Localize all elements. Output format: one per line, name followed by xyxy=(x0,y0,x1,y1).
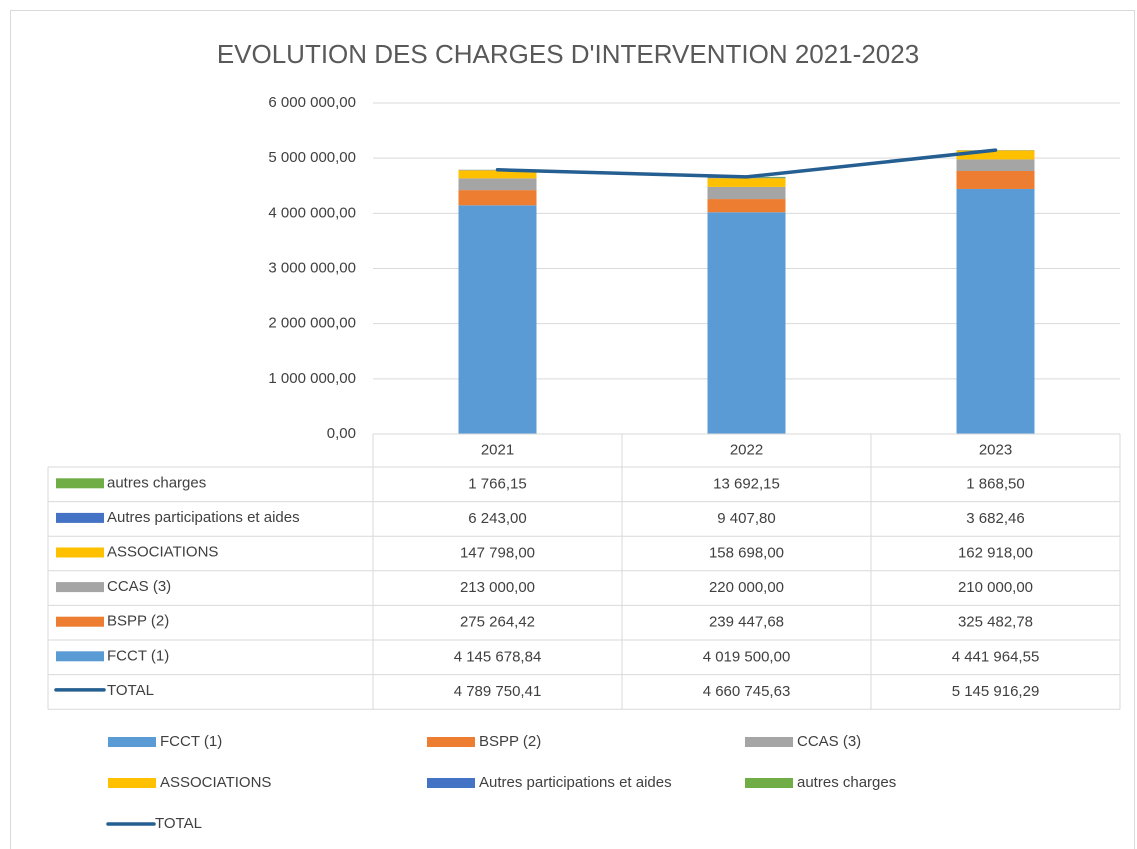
table-cell: 4 789 750,41 xyxy=(454,683,542,700)
table-key xyxy=(56,512,104,523)
table-key xyxy=(56,582,104,593)
table-cell: 239 447,68 xyxy=(709,614,784,631)
table-key xyxy=(56,478,104,489)
table-row-label: FCCT (1) xyxy=(107,647,169,664)
table-cell: 147 798,00 xyxy=(460,544,535,561)
legend-key xyxy=(427,737,475,747)
bar-segment xyxy=(707,178,786,187)
y-tick-label: 0,00 xyxy=(327,425,356,442)
bar-segment xyxy=(956,170,1035,189)
table-cell: 275 264,42 xyxy=(460,614,535,631)
legend-label: CCAS (3) xyxy=(797,733,861,750)
y-tick-label: 1 000 000,00 xyxy=(268,370,356,387)
legend-label: Autres participations et aides xyxy=(479,774,672,791)
table-cell: 4 145 678,84 xyxy=(454,648,542,665)
y-tick-label: 2 000 000,00 xyxy=(268,315,356,332)
legend-label: BSPP (2) xyxy=(479,733,541,750)
bar-segment xyxy=(458,205,537,434)
table-cell: 9 407,80 xyxy=(717,510,775,527)
x-tick-label: 2023 xyxy=(979,441,1012,458)
x-tick-label: 2021 xyxy=(481,441,514,458)
legend-label: TOTAL xyxy=(155,815,202,832)
table-cell: 4 019 500,00 xyxy=(703,648,791,665)
bar-segment xyxy=(458,178,537,191)
table-key xyxy=(56,547,104,558)
legend-label: autres charges xyxy=(797,774,896,791)
table-cell: 325 482,78 xyxy=(958,614,1033,631)
legend-key xyxy=(108,737,156,747)
table-cell: 213 000,00 xyxy=(460,579,535,596)
table-row-label: autres charges xyxy=(107,474,206,491)
bar-segment xyxy=(458,190,537,206)
x-tick-label: 2022 xyxy=(730,441,763,458)
legend-key xyxy=(427,778,475,788)
legend-key xyxy=(108,778,156,788)
table-row-label: TOTAL xyxy=(107,682,154,699)
table-cell: 162 918,00 xyxy=(958,544,1033,561)
table-row-label: CCAS (3) xyxy=(107,578,171,595)
legend-label: FCCT (1) xyxy=(160,733,222,750)
table-cell: 220 000,00 xyxy=(709,579,784,596)
table-cell: 4 660 745,63 xyxy=(703,683,791,700)
table-key xyxy=(56,616,104,627)
legend-key xyxy=(745,737,793,747)
table-cell: 1 766,15 xyxy=(468,475,526,492)
bar-segment xyxy=(458,170,537,179)
table-cell: 210 000,00 xyxy=(958,579,1033,596)
y-tick-label: 4 000 000,00 xyxy=(268,204,356,221)
total-line xyxy=(495,148,998,179)
bar-segment xyxy=(707,199,786,213)
table-key xyxy=(56,651,104,662)
table-cell: 4 441 964,55 xyxy=(952,648,1040,665)
table-cell: 158 698,00 xyxy=(709,544,784,561)
table-cell: 3 682,46 xyxy=(966,510,1024,527)
legend-label: ASSOCIATIONS xyxy=(160,774,271,791)
bar-segment xyxy=(956,150,1035,160)
y-tick-label: 5 000 000,00 xyxy=(268,149,356,166)
table-cell: 13 692,15 xyxy=(713,475,780,492)
legend-key xyxy=(745,778,793,788)
bar-segment xyxy=(956,159,1035,171)
table-cell: 5 145 916,29 xyxy=(952,683,1040,700)
bar-segment xyxy=(956,188,1035,434)
table-row-label: ASSOCIATIONS xyxy=(107,543,218,560)
y-tick-label: 6 000 000,00 xyxy=(268,94,356,111)
chart-title: EVOLUTION DES CHARGES D'INTERVENTION 202… xyxy=(217,39,919,69)
bar-segment xyxy=(707,212,786,434)
table-cell: 1 868,50 xyxy=(966,475,1024,492)
table-row-label: Autres participations et aides xyxy=(107,509,300,526)
table-row-label: BSPP (2) xyxy=(107,613,169,630)
y-tick-label: 3 000 000,00 xyxy=(268,259,356,276)
bar-segment xyxy=(707,186,786,200)
table-cell: 6 243,00 xyxy=(468,510,526,527)
